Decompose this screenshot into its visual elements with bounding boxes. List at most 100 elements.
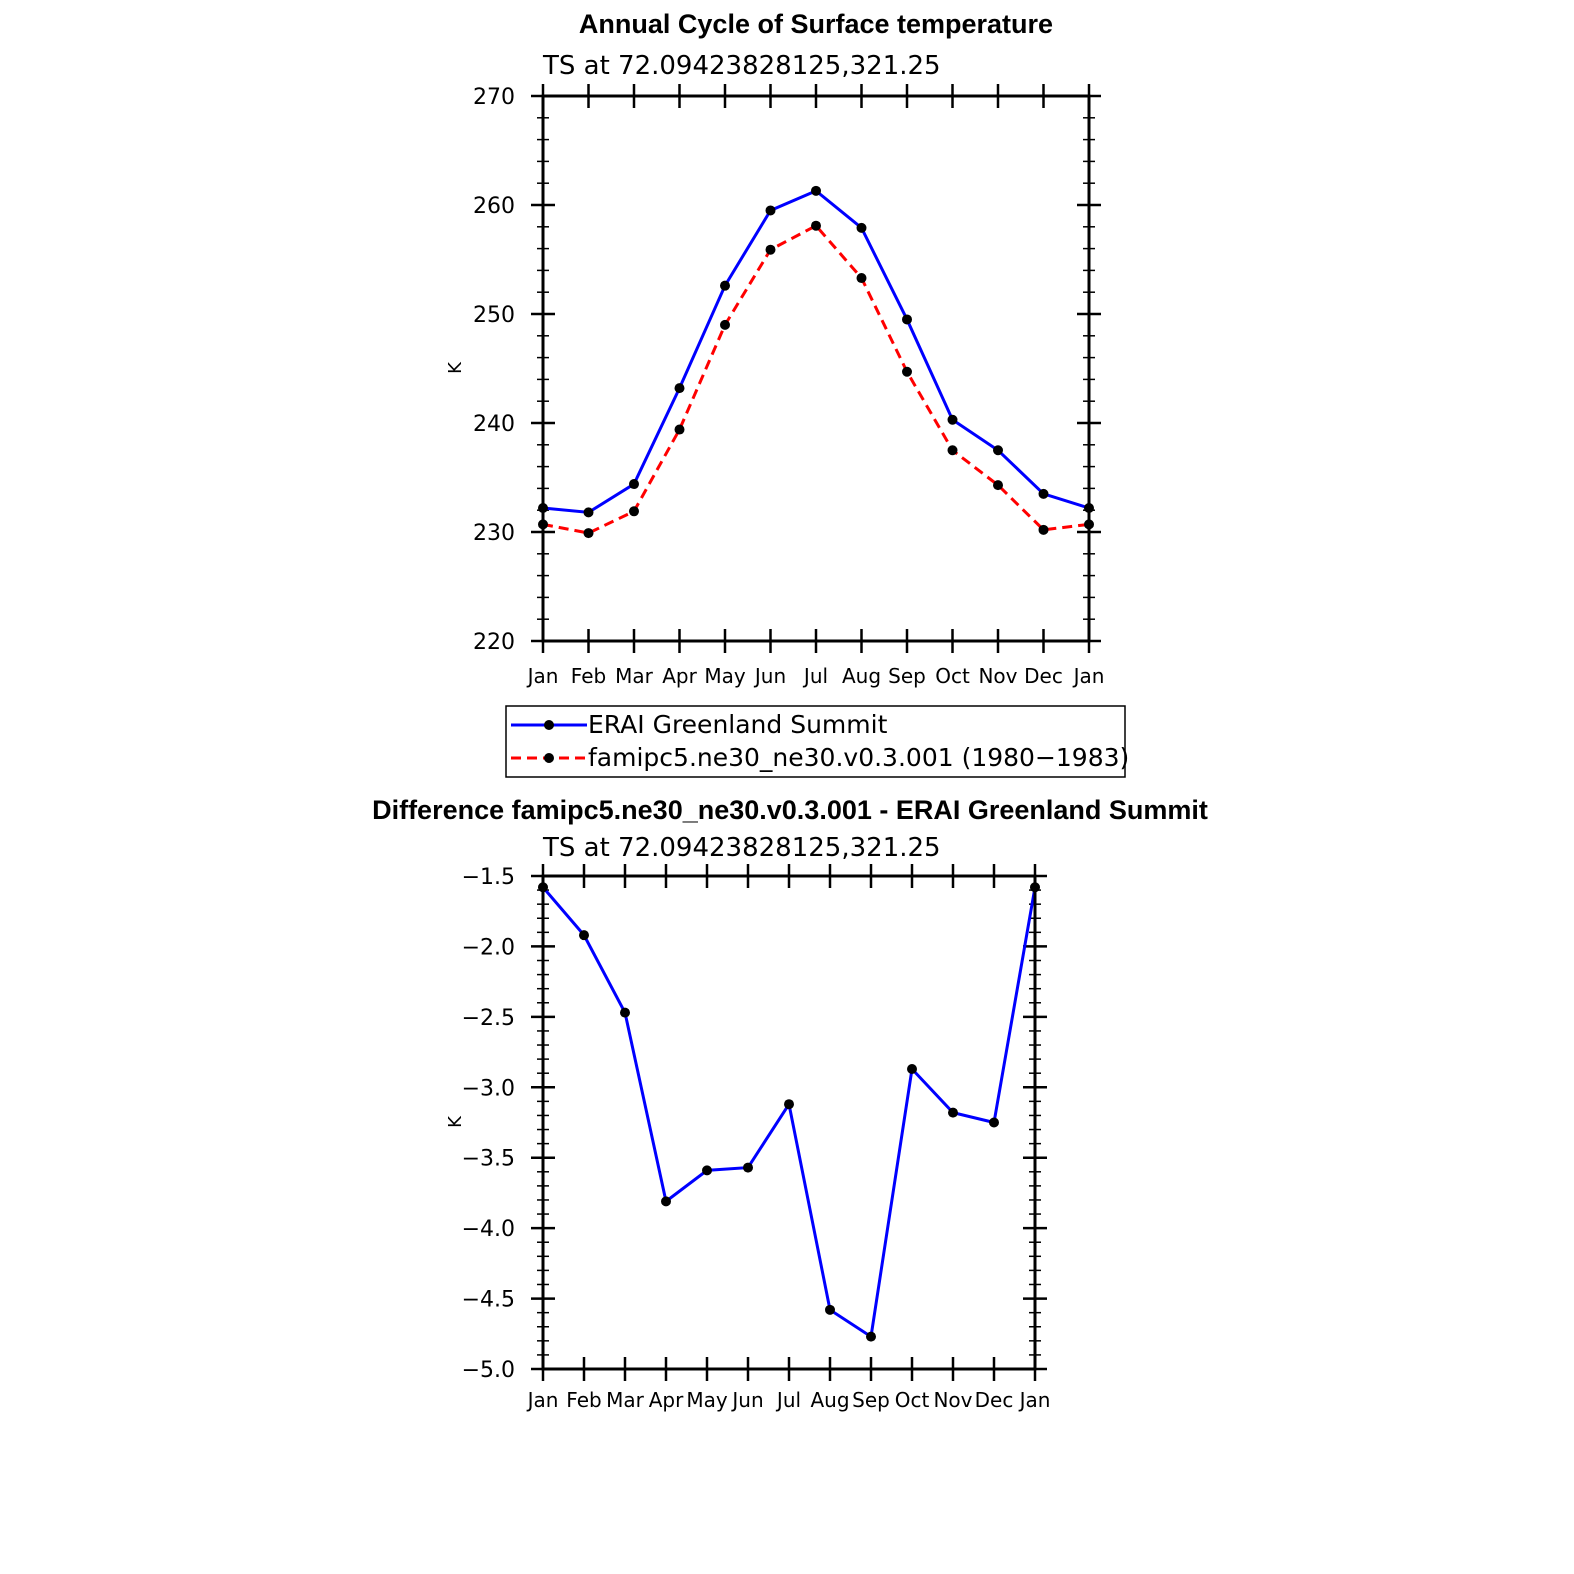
x-tick-label: Jan <box>526 664 559 688</box>
x-tick-label: Jul <box>775 1388 801 1412</box>
legend-marker-model <box>544 753 554 763</box>
x-tick-label: Nov <box>933 1388 972 1412</box>
data-point <box>947 414 958 425</box>
data-point <box>765 205 776 216</box>
axis-ticks <box>531 864 1047 1381</box>
data-point <box>902 314 912 325</box>
x-tick-label: Apr <box>662 664 697 688</box>
x-tick-label: Jan <box>1072 664 1105 688</box>
series-lines <box>538 882 1040 1342</box>
x-tick-label: Jan <box>1018 1388 1051 1412</box>
data-point <box>583 528 594 539</box>
chart-subtitle: TS at 72.09423828125,321.25 <box>542 51 941 81</box>
y-tick-label: −1.5 <box>462 865 515 890</box>
data-point <box>989 1117 999 1128</box>
data-point <box>1038 524 1049 535</box>
data-point <box>661 1196 671 1207</box>
legend-box <box>505 705 1126 778</box>
y-tick-label: −5.0 <box>462 1358 515 1383</box>
x-tick-label: Jul <box>802 664 828 688</box>
legend: ERAI Greenland Summit famipc5.ne30_ne30.… <box>505 705 1129 778</box>
chart-title: Difference famipc5.ne30_ne30.v0.3.001 - … <box>372 795 1208 825</box>
y-tick-labels: 220 230 240 250 260 270 <box>473 85 515 655</box>
series-line-1 <box>542 223 1090 535</box>
x-tick-label: Jun <box>753 664 786 688</box>
x-tick-label: Oct <box>935 664 970 688</box>
legend-label-erai: ERAI Greenland Summit <box>588 710 888 739</box>
axis-ticks <box>531 84 1101 653</box>
data-point <box>866 1331 876 1342</box>
data-point <box>811 220 821 231</box>
data-point <box>811 185 821 196</box>
y-tick-label: −2.5 <box>462 1006 515 1031</box>
y-tick-label: 270 <box>473 85 515 110</box>
y-axis-label: K <box>445 1115 466 1128</box>
data-point <box>907 1063 917 1074</box>
data-point <box>856 273 867 284</box>
series-line-0 <box>541 886 1037 1340</box>
legend-marker-erai <box>544 720 554 730</box>
data-point <box>856 222 867 233</box>
y-tick-label: −4.0 <box>462 1217 515 1242</box>
y-tick-label: 260 <box>473 194 515 219</box>
plot-frame <box>541 94 1091 643</box>
x-tick-label: Feb <box>566 1388 601 1412</box>
data-point <box>948 1107 958 1118</box>
y-tick-label: 240 <box>473 412 515 437</box>
x-tick-labels: Jan Feb Mar Apr May Jun Jul Aug Sep Oct Nov Dec Jan <box>526 664 1105 688</box>
data-point <box>620 1007 630 1018</box>
data-point <box>720 280 730 291</box>
x-tick-label: Aug <box>842 664 881 688</box>
x-tick-label: Aug <box>810 1388 849 1412</box>
difference-chart: Difference famipc5.ne30_ne30.v0.3.001 - … <box>372 795 1208 1412</box>
x-tick-label: Dec <box>975 1388 1014 1412</box>
chart-title: Annual Cycle of Surface temperature <box>579 9 1053 39</box>
data-point <box>993 480 1003 491</box>
x-tick-label: Oct <box>895 1388 930 1412</box>
chart-subtitle: TS at 72.09423828125,321.25 <box>542 833 941 863</box>
y-tick-label: −3.5 <box>462 1147 515 1172</box>
x-tick-label: May <box>686 1388 728 1412</box>
data-point <box>629 506 639 517</box>
x-tick-label: Dec <box>1024 664 1063 688</box>
annual-cycle-chart: Annual Cycle of Surface temperature TS a… <box>445 9 1104 688</box>
data-point <box>765 244 776 255</box>
data-point <box>902 366 912 377</box>
x-tick-label: Sep <box>888 664 926 688</box>
data-point <box>1038 488 1049 499</box>
y-axis-label: K <box>445 361 466 374</box>
x-tick-label: Mar <box>606 1388 645 1412</box>
data-point <box>629 479 639 490</box>
data-point <box>947 445 958 456</box>
x-tick-label: Jan <box>526 1388 559 1412</box>
y-tick-label: −4.5 <box>462 1288 515 1313</box>
series-lines <box>538 185 1094 539</box>
x-tick-label: May <box>704 664 746 688</box>
data-point <box>702 1165 712 1176</box>
data-point <box>674 383 685 394</box>
x-tick-label: Feb <box>571 664 606 688</box>
data-point <box>743 1162 753 1173</box>
x-tick-label: Mar <box>615 664 654 688</box>
data-point <box>674 424 685 435</box>
data-point <box>784 1099 794 1110</box>
y-tick-label: −2.0 <box>462 935 515 960</box>
data-point <box>720 319 730 330</box>
y-tick-label: 250 <box>473 303 515 328</box>
x-tick-label: Apr <box>649 1388 684 1412</box>
x-tick-label: Jun <box>730 1388 763 1412</box>
x-tick-label: Nov <box>978 664 1017 688</box>
data-point <box>993 445 1003 456</box>
y-tick-labels: −5.0 −4.5 −4.0 −3.5 −3.0 −2.5 −2.0 −1.5 <box>462 865 515 1383</box>
y-tick-label: −3.0 <box>462 1076 515 1101</box>
legend-label-model: famipc5.ne30_ne30.v0.3.001 (1980−1983) <box>588 743 1129 772</box>
y-tick-label: 220 <box>473 630 515 655</box>
data-point <box>579 930 589 941</box>
x-tick-labels: Jan Feb Mar Apr May Jun Jul Aug Sep Oct Nov Dec Jan <box>526 1388 1051 1412</box>
data-point <box>583 507 594 518</box>
x-tick-label: Sep <box>852 1388 890 1412</box>
plot-frame <box>541 874 1037 1371</box>
y-tick-label: 230 <box>473 521 515 546</box>
series-line-0 <box>542 189 1090 514</box>
